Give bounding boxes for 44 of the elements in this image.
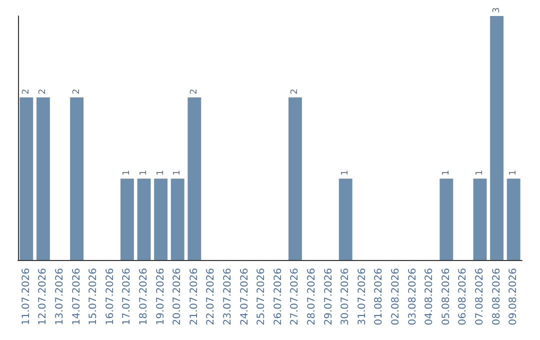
x-tick-label: 01.08.2026 xyxy=(374,268,385,326)
x-tick-label: 15.07.2026 xyxy=(88,268,100,326)
x-tick-label: 13.07.2026 xyxy=(54,268,66,326)
x-tick-label: 26.07.2026 xyxy=(272,268,284,326)
x-tick-label: 20.07.2026 xyxy=(172,268,184,326)
x-tick-label: 04.08.2026 xyxy=(424,268,436,326)
x-tick-label: 24.07.2026 xyxy=(239,268,250,326)
data-label: 2 xyxy=(72,88,82,94)
x-tick-label: 18.07.2026 xyxy=(138,268,150,326)
data-label: 1 xyxy=(122,170,132,176)
x-tick-label: 27.07.2026 xyxy=(290,268,301,326)
x-tick-label: 11.07.2026 xyxy=(20,268,32,326)
data-label: 3 xyxy=(492,7,502,13)
x-tick-label: 19.07.2026 xyxy=(155,268,166,326)
x-tick-label: 23.07.2026 xyxy=(222,268,234,326)
data-label: 1 xyxy=(340,170,351,176)
x-tick-label: 29.07.2026 xyxy=(323,268,334,326)
x-tick-label: 14.07.2026 xyxy=(71,268,82,326)
data-label: 2 xyxy=(21,88,32,94)
x-tick-label: 03.08.2026 xyxy=(407,268,418,326)
data-label: 2 xyxy=(189,88,200,94)
x-tick-label: 22.07.2026 xyxy=(206,268,217,326)
x-tick-label: 02.08.2026 xyxy=(390,268,402,326)
x-tick-label: 25.07.2026 xyxy=(256,268,268,326)
x-tick-label: 08.08.2026 xyxy=(491,268,502,326)
data-label: 1 xyxy=(139,170,149,176)
data-label: 1 xyxy=(441,170,452,176)
data-label: 2 xyxy=(38,88,48,94)
x-tick-label: 21.07.2026 xyxy=(188,268,200,326)
x-tick-label: 30.07.2026 xyxy=(340,268,352,326)
x-tick-label: 31.07.2026 xyxy=(356,268,368,326)
x-tick-label: 17.07.2026 xyxy=(122,268,133,326)
x-tick-label: 09.08.2026 xyxy=(508,268,520,326)
x-tick-label: 16.07.2026 xyxy=(104,268,116,326)
data-label: 1 xyxy=(475,170,485,176)
data-label: 2 xyxy=(290,88,300,94)
data-label: 1 xyxy=(172,170,183,176)
x-tick-label: 07.08.2026 xyxy=(474,268,486,326)
data-label: 1 xyxy=(156,170,166,176)
x-tick-label: 05.08.2026 xyxy=(440,268,452,326)
x-tick-label: 06.08.2026 xyxy=(458,268,469,326)
x-tick-label: 12.07.2026 xyxy=(38,268,49,326)
x-tick-label: 28.07.2026 xyxy=(306,268,318,326)
data-label: 1 xyxy=(508,170,519,176)
